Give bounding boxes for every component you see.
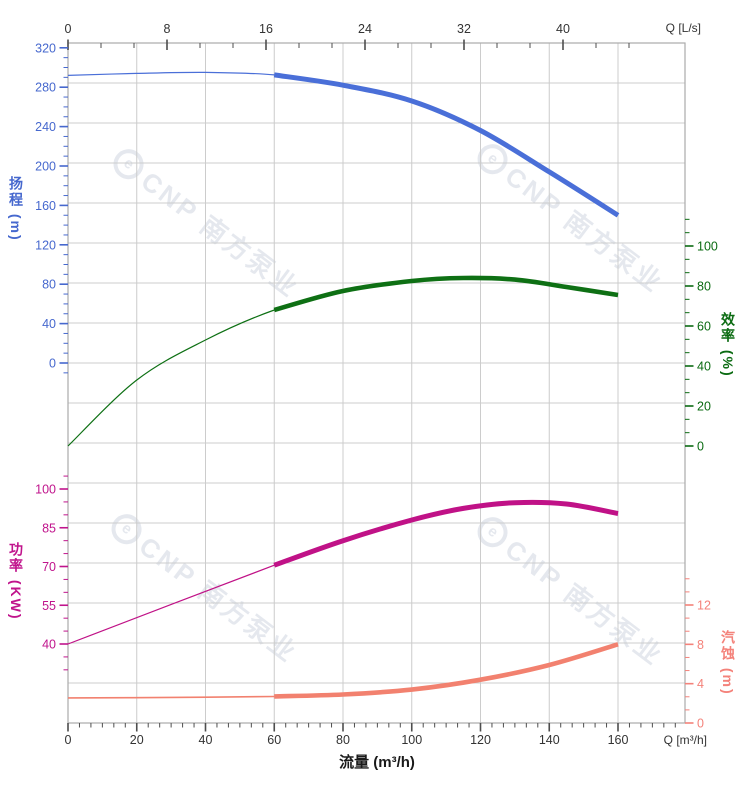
svg-text:80: 80: [336, 733, 350, 747]
svg-text:12: 12: [697, 599, 711, 613]
svg-text:120: 120: [35, 238, 56, 252]
svg-text:40: 40: [199, 733, 213, 747]
svg-text:8: 8: [697, 638, 704, 652]
svg-text:120: 120: [470, 733, 491, 747]
svg-text:140: 140: [539, 733, 560, 747]
svg-text:70: 70: [42, 560, 56, 574]
axis-title-power: 功率 (KW): [8, 542, 24, 621]
top-axis-unit-label: Q [L/s]: [665, 21, 701, 35]
svg-text:0: 0: [49, 357, 56, 371]
svg-text:80: 80: [697, 280, 711, 294]
svg-text:160: 160: [35, 199, 56, 213]
svg-text:80: 80: [42, 278, 56, 292]
svg-text:200: 200: [35, 160, 56, 174]
svg-text:40: 40: [42, 638, 56, 652]
svg-text:40: 40: [42, 317, 56, 331]
svg-text:32: 32: [457, 22, 471, 36]
bottom-axis-unit-label: Q [m³/h]: [663, 733, 707, 747]
svg-text:16: 16: [259, 22, 273, 36]
svg-text:160: 160: [608, 733, 629, 747]
svg-text:0: 0: [697, 440, 704, 454]
svg-text:100: 100: [401, 733, 422, 747]
svg-text:100: 100: [697, 240, 718, 254]
axis-title-efficiency: 效率 (%): [720, 312, 736, 378]
svg-text:240: 240: [35, 120, 56, 134]
svg-text:0: 0: [65, 733, 72, 747]
svg-text:280: 280: [35, 81, 56, 95]
x-axis-title: 流量 (m³/h): [339, 754, 415, 771]
svg-text:55: 55: [42, 599, 56, 613]
svg-text:60: 60: [697, 320, 711, 334]
svg-text:8: 8: [164, 22, 171, 36]
axis-title-head: 扬程 (m): [8, 176, 24, 242]
svg-text:0: 0: [697, 717, 704, 731]
svg-text:4: 4: [697, 677, 704, 691]
axis-title-npsh: 汽蚀 (m): [720, 630, 736, 696]
svg-text:20: 20: [697, 400, 711, 414]
svg-text:85: 85: [42, 521, 56, 535]
svg-text:40: 40: [697, 360, 711, 374]
svg-text:24: 24: [358, 22, 372, 36]
svg-text:0: 0: [65, 22, 72, 36]
svg-text:320: 320: [35, 41, 56, 55]
svg-text:40: 40: [556, 22, 570, 36]
svg-text:100: 100: [35, 483, 56, 497]
svg-text:20: 20: [130, 733, 144, 747]
svg-text:60: 60: [267, 733, 281, 747]
